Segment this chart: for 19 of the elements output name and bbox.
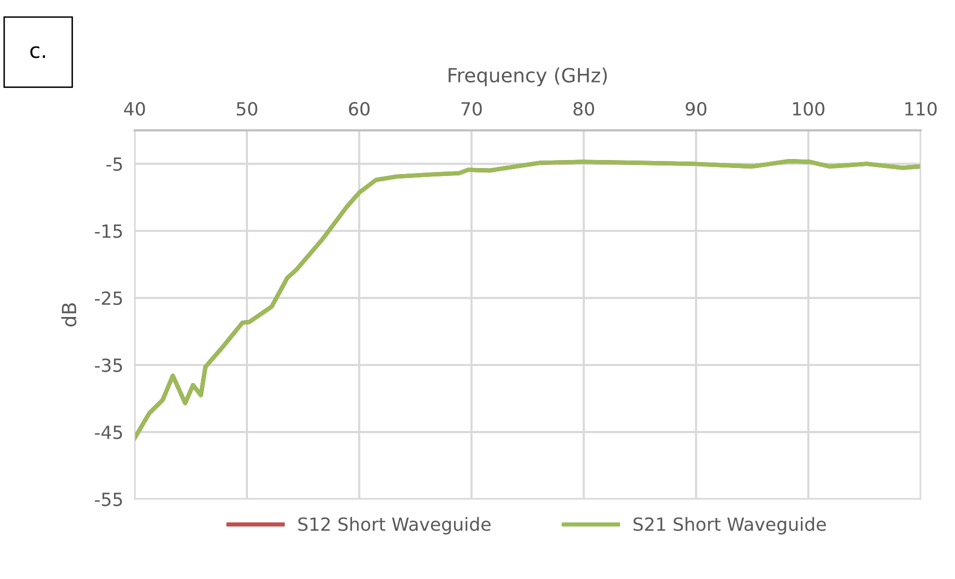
x-axis-title: Frequency (GHz): [448, 67, 607, 86]
text: c.: [30, 46, 45, 58]
x-tick-label: 70: [461, 102, 482, 116]
y-tick-label: -55: [94, 492, 122, 506]
x-tick-label: 90: [686, 102, 706, 116]
y-tick-label: -15: [94, 224, 122, 238]
x-tick-label: 110: [905, 102, 937, 116]
legend-label: S12 Short Waveguide: [298, 517, 491, 534]
y-tick-label: -45: [94, 426, 122, 440]
y-tick-label: -35: [94, 358, 122, 372]
x-tick-label: 100: [793, 102, 824, 116]
x-tick-label: 50: [236, 102, 258, 116]
x-tick-label: 80: [574, 102, 594, 116]
x-tick-label: 60: [348, 102, 370, 116]
legend-label: S21 Short Waveguide: [634, 517, 826, 534]
y-tick-label: -5: [106, 158, 122, 171]
x-tick-label: 40: [124, 102, 145, 116]
y-tick-label: -25: [94, 291, 122, 306]
y-axis-title: dB: [61, 303, 76, 326]
